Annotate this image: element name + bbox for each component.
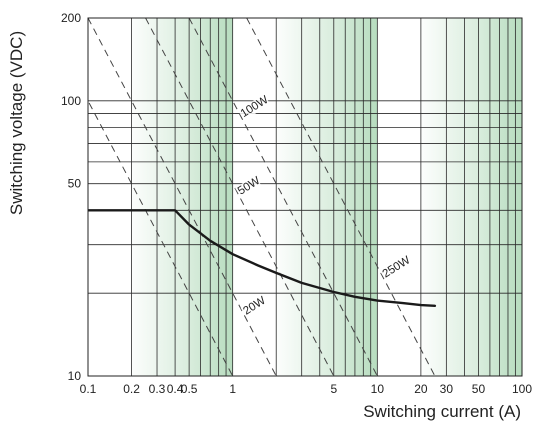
x-tick-label: 0.3 xyxy=(149,382,166,396)
x-tick-labels: 0.1 0.2 0.3 0.40.5 1 5 10 20 30 50 100 xyxy=(80,382,533,396)
y-tick-label: 50 xyxy=(68,177,82,191)
y-tick-label: 200 xyxy=(61,11,81,25)
grid xyxy=(87,17,523,377)
power-label-20w: 20W xyxy=(240,295,268,319)
power-label-text: 10W xyxy=(241,378,268,401)
y-tick-labels: 10 50 100 200 xyxy=(61,11,81,383)
power-label-text: 50W xyxy=(236,175,263,198)
power-label-text: 100W xyxy=(239,94,271,120)
power-line-50w xyxy=(145,18,335,376)
x-tick-label: 1 xyxy=(229,382,236,396)
power-lines: 10W 20W 50W 100W 250W xyxy=(88,18,436,401)
x-tick-label: 0.4 xyxy=(167,382,184,396)
power-line-20w xyxy=(88,18,277,376)
power-line-250w xyxy=(246,18,436,376)
x-tick-label: 100 xyxy=(512,382,532,396)
x-tick-label: 30 xyxy=(440,382,454,396)
power-label-bg xyxy=(237,94,271,121)
power-label-bg xyxy=(240,295,267,319)
plot-frame xyxy=(87,17,523,377)
power-label-bg xyxy=(241,378,267,401)
power-label-250w: 250W xyxy=(379,254,413,281)
x-tick-label: 50 xyxy=(472,382,486,396)
x-tick-label: 0.2 xyxy=(123,382,140,396)
x-tick-label: 0.1 xyxy=(80,382,97,396)
power-label-100w: 100W xyxy=(237,94,271,121)
power-line-100w xyxy=(188,18,378,376)
switching-capacity-curve xyxy=(88,209,437,307)
shaded-band-1 xyxy=(131,18,233,376)
power-label-text: 250W xyxy=(381,254,413,280)
shaded-decade-bands xyxy=(131,18,522,376)
x-tick-label: 5 xyxy=(330,382,337,396)
data-series xyxy=(88,209,437,307)
x-tick-label: 0.5 xyxy=(181,382,198,396)
x-axis-title: Switching current (A) xyxy=(363,402,521,421)
power-label-10w: 10W xyxy=(241,378,268,401)
x-tick-label: 20 xyxy=(414,382,428,396)
power-line-10w xyxy=(88,99,234,376)
shaded-band-3 xyxy=(420,18,522,376)
y-axis-title: Switching voltage (VDC) xyxy=(7,31,26,215)
power-label-text: 20W xyxy=(241,295,268,318)
power-label-bg xyxy=(379,254,413,281)
power-label-50w: 50W xyxy=(235,175,263,199)
y-tick-label: 10 xyxy=(68,369,82,383)
x-tick-label: 10 xyxy=(371,382,385,396)
shaded-band-2 xyxy=(276,18,378,376)
power-label-bg xyxy=(235,175,262,199)
y-tick-label: 100 xyxy=(61,94,81,108)
